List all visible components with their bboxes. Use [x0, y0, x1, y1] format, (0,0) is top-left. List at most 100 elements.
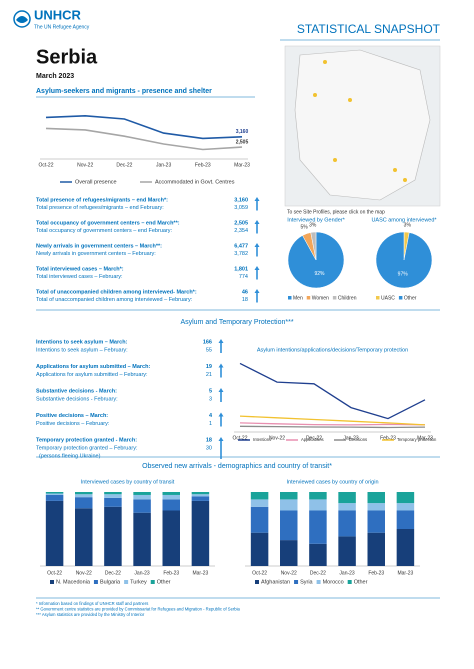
footnote: ** Government centre statistics are prov…: [36, 607, 241, 612]
pie-label: 5%: [301, 224, 309, 230]
x-tick-label: Feb-23: [380, 435, 396, 441]
legend-label: Turkey: [130, 579, 147, 585]
stat-label: Total of unaccompanied children among in…: [36, 297, 193, 303]
series-line: [45, 127, 243, 151]
bar-segment: [338, 503, 356, 511]
legend-label: Other: [157, 579, 171, 585]
stat-value: 55: [206, 347, 212, 353]
x-tick-label: Feb-23: [163, 570, 179, 576]
legend-swatch: [347, 580, 352, 584]
chart-title: Interviewed cases by country of transit: [81, 479, 175, 485]
x-tick-label: Oct-22: [252, 570, 267, 576]
stat-label: Newly arrivals in government centers – F…: [36, 251, 156, 257]
trend-arrow-head: [254, 289, 260, 293]
bar-segment: [309, 510, 327, 544]
legend-label: N. Macedonia: [56, 579, 91, 585]
legend-swatch: [294, 580, 299, 584]
map-site[interactable]: [323, 60, 327, 64]
x-tick-label: Jan-23: [156, 162, 172, 168]
legend-label: Afghanistan: [261, 579, 290, 585]
trend-arrow-head: [254, 220, 260, 224]
stat-value: 6,477: [234, 243, 248, 249]
legend-swatch: [50, 580, 54, 584]
trend-arrow-head: [254, 197, 260, 201]
stat-value: 19: [206, 364, 212, 370]
map-site[interactable]: [333, 158, 337, 162]
legend-label: Applications: [301, 437, 324, 442]
bar-segment: [191, 500, 210, 566]
bar-segment: [45, 492, 64, 494]
bar-segment: [338, 536, 356, 566]
end-label: 3,160: [236, 129, 249, 135]
map-site[interactable]: [313, 93, 317, 97]
map[interactable]: To see Site Profiles, please click on th…: [284, 45, 441, 215]
stat-value: 2,505: [234, 220, 248, 226]
bar-segment: [280, 492, 298, 500]
stat-label: Applications for asylum submitted – Marc…: [36, 364, 150, 370]
stat-label: Substantive decisions - March:: [36, 388, 117, 394]
stat-label: Total presence of refugees/migrants – en…: [36, 205, 164, 211]
legend-label: Men: [293, 295, 303, 301]
stat-label: Total interviewed cases – March*:: [36, 266, 124, 272]
bar-segment: [367, 510, 385, 533]
bar-segment: [75, 508, 93, 566]
stat-value: 3: [209, 396, 212, 402]
bar-segment: [309, 492, 327, 500]
legend-label: Syria: [300, 579, 313, 585]
x-tick-label: Oct-22: [47, 570, 62, 576]
bar-segment: [75, 494, 93, 498]
legend-swatch: [316, 580, 321, 584]
trend-arrow-head: [218, 412, 224, 417]
stat-value: 3,782: [234, 251, 248, 257]
date: March 2023: [36, 73, 74, 80]
x-tick-label: Dec-22: [310, 570, 326, 576]
chart-title: Interviewed cases by country of origin: [286, 479, 378, 485]
x-tick-label: Mar-23: [234, 162, 250, 168]
series-line: [239, 415, 426, 426]
legend-swatch: [288, 296, 292, 300]
legend-swatch: [398, 296, 403, 300]
bar-segment: [367, 492, 385, 504]
map-site[interactable]: [403, 178, 407, 182]
chart-title: Interviewed by Gender*: [287, 217, 345, 223]
pie-label: 97%: [398, 271, 409, 277]
stat-label: Positive decisions – February:: [36, 421, 110, 427]
bar-segment: [162, 492, 180, 495]
logo-tagline: The UN Refugee Agency: [34, 24, 90, 30]
legend-swatch: [306, 296, 311, 300]
stat-label: Applications for asylum submitted – Febr…: [36, 372, 148, 378]
footnote: *** Asylum statistics are provided by th…: [36, 612, 145, 617]
stat-note: (persons fleeing Ukraine): [39, 453, 101, 459]
bar-segment: [396, 510, 415, 529]
stat-label: Intentions to seek asylum – February:: [36, 347, 128, 353]
legend-swatch: [255, 580, 259, 584]
bar-segment: [338, 510, 356, 537]
bar-segment: [45, 500, 64, 566]
pie-label: 3%: [404, 222, 412, 228]
bar-segment: [133, 494, 151, 500]
trend-arrow-head: [218, 388, 224, 392]
logo-icon-shape: [16, 16, 28, 23]
x-tick-label: Feb-23: [368, 570, 384, 576]
bar-segment: [191, 494, 210, 497]
stat-label: Total occupancy of government centers – …: [36, 220, 180, 226]
stat-value: 18: [242, 297, 248, 303]
x-tick-label: Feb-23: [195, 162, 211, 168]
map-site[interactable]: [348, 98, 352, 102]
bar-segment: [367, 532, 385, 566]
x-tick-label: Oct-22: [38, 162, 53, 168]
bar-segment: [104, 494, 122, 498]
series-line: [239, 362, 426, 420]
legend-label: Other: [354, 579, 368, 585]
map-caption[interactable]: To see Site Profiles, please click on th…: [287, 209, 385, 215]
map-country[interactable]: [294, 49, 431, 201]
bar-segment: [162, 494, 180, 500]
bar-segment: [250, 532, 269, 566]
map-site[interactable]: [393, 168, 397, 172]
legend-label: Overall presence: [75, 179, 117, 185]
x-tick-label: Dec-22: [105, 570, 121, 576]
x-tick-label: Mar-23: [192, 570, 208, 576]
legend-swatch: [93, 580, 98, 584]
stat-value: 3,059: [234, 205, 248, 211]
